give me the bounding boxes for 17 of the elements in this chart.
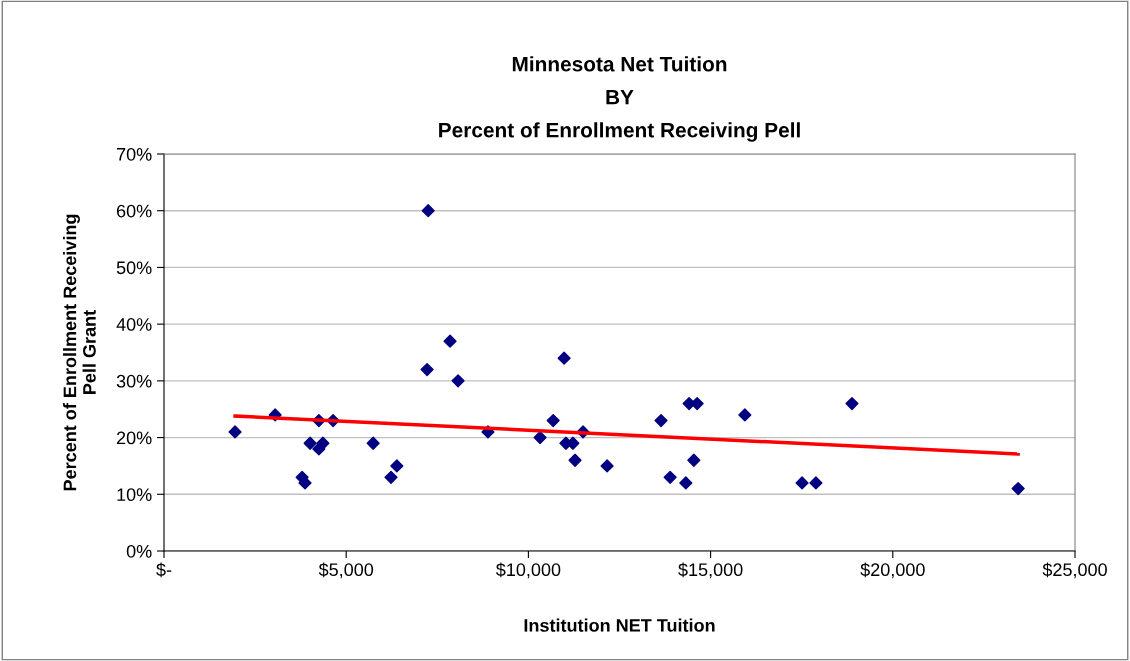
y-tick-label: 20%	[116, 431, 152, 445]
x-tick-label: $20,000	[860, 562, 925, 579]
y-tick-label: 70%	[116, 147, 152, 161]
x-axis-title: Institution NET Tuition	[524, 618, 715, 632]
y-axis-title: Percent of Enrollment Receiving Pell Grant	[63, 214, 96, 491]
y-tick-label: 0%	[126, 544, 152, 558]
x-tick-label: $15,000	[678, 562, 743, 579]
y-tick-label: 50%	[116, 261, 152, 275]
x-tick-label: $5,000	[318, 562, 374, 579]
y-tick-label: 60%	[116, 204, 152, 218]
x-tick-label: $25,000	[1042, 562, 1107, 579]
x-tick-label: $10,000	[495, 562, 561, 579]
y-tick-label: 10%	[117, 488, 152, 502]
y-tick-label: 40%	[116, 318, 152, 331]
chart-title: Minnesota Net Tuition BY Percent of Enrollment Receiving Pell	[439, 56, 800, 142]
y-tick-label: 30%	[116, 374, 152, 388]
x-tick-label: $-	[156, 562, 172, 578]
